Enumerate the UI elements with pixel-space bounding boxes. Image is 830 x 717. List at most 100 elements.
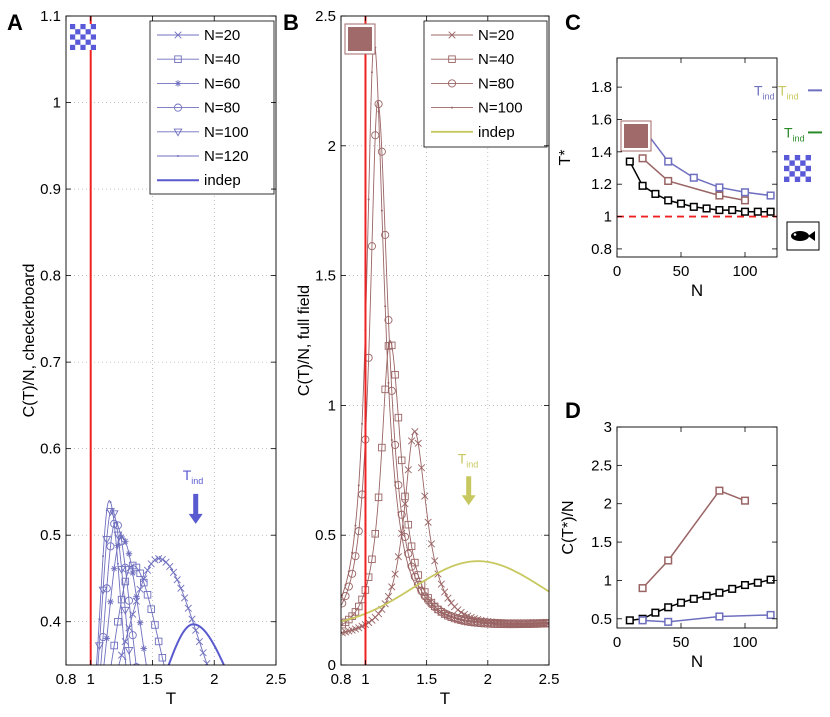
data-point — [151, 556, 159, 564]
data-point — [377, 110, 380, 113]
data-point — [397, 456, 406, 465]
x-axis-label: T — [166, 689, 176, 708]
checker-cell — [90, 34, 96, 40]
data-point — [413, 583, 416, 586]
data-point — [391, 440, 400, 449]
axes-frame — [616, 57, 778, 258]
data-point — [384, 592, 393, 601]
series-full-field — [638, 486, 750, 593]
data-point — [371, 530, 380, 538]
data-point — [118, 533, 125, 541]
data-point — [109, 501, 112, 504]
data-point — [110, 641, 118, 650]
data-point — [728, 584, 737, 593]
data-point — [431, 557, 439, 565]
data-point — [195, 637, 204, 646]
data-point — [394, 413, 403, 422]
data-point — [532, 622, 535, 625]
checker-cell — [80, 44, 86, 50]
data-point — [417, 464, 426, 472]
data-point — [427, 540, 436, 548]
data-point — [440, 612, 443, 615]
data-point — [404, 466, 412, 474]
data-point — [715, 191, 724, 200]
data-point — [124, 658, 127, 661]
data-point — [437, 610, 440, 613]
data-point — [388, 583, 396, 591]
data-point — [479, 621, 482, 624]
data-point — [99, 632, 108, 642]
data-point — [378, 443, 386, 452]
data-point — [371, 131, 380, 140]
data-point — [151, 621, 159, 629]
checker-cell — [794, 165, 801, 172]
data-point — [506, 622, 509, 625]
y-tick-label: 1.5 — [315, 268, 336, 285]
x-tick-label: 2 — [210, 671, 218, 688]
data-point — [410, 574, 413, 577]
data-point — [689, 202, 698, 211]
data-point — [454, 606, 462, 614]
legend-label: N=60 — [204, 75, 240, 92]
data-point — [354, 602, 363, 611]
y-tick-label: 0.8 — [591, 241, 612, 258]
data-point — [740, 207, 750, 216]
data-point — [188, 615, 196, 623]
data-point — [98, 618, 101, 621]
series-n-80 — [99, 519, 140, 665]
data-point — [121, 637, 129, 646]
data-point — [113, 531, 123, 540]
data-point — [625, 616, 634, 625]
x-tick-label: 50 — [673, 263, 690, 280]
series-fish — [625, 575, 775, 625]
y-tick-label: 1 — [604, 572, 612, 589]
data-point — [638, 616, 647, 625]
plot-area — [341, 41, 549, 637]
data-point — [158, 653, 167, 662]
data-point — [114, 617, 122, 626]
data-point — [522, 622, 525, 625]
y-tick-label: 0.7 — [40, 354, 61, 371]
series-n-120 — [96, 500, 127, 665]
data-point — [496, 622, 499, 625]
legend-label: indep — [478, 124, 515, 141]
x-tick-label: 1.5 — [416, 671, 437, 688]
data-point — [391, 370, 399, 379]
axes-frame — [616, 426, 778, 629]
fish-body — [791, 231, 809, 241]
data-point — [107, 665, 114, 672]
y-tick-label: 2.5 — [591, 457, 612, 474]
data-point — [542, 622, 545, 625]
data-point — [169, 568, 178, 577]
y-tick-label: 1.4 — [591, 144, 612, 161]
x-axis-label: N — [691, 652, 703, 671]
tind-label: Tind — [458, 450, 479, 469]
data-point — [117, 566, 127, 575]
legend-marker — [173, 128, 183, 137]
tind-label: Tind — [778, 82, 799, 101]
data-point — [441, 588, 449, 596]
y-axis-label: C(T*)/N — [560, 500, 577, 554]
data-point — [766, 575, 775, 584]
series-indep — [167, 623, 226, 665]
data-point — [114, 542, 122, 549]
data-point — [102, 555, 105, 558]
ticks: 0.8 1 1.5 2 2.5 0.4 0.5 0.6 0.7 0.8 0.9 1 1.1 — [40, 8, 286, 688]
data-point — [116, 562, 119, 565]
data-point — [397, 510, 406, 519]
full-field-patch — [348, 27, 372, 51]
legend-marker — [448, 31, 456, 39]
data-point — [351, 551, 354, 554]
data-point — [354, 524, 357, 527]
data-point — [486, 621, 489, 624]
checker-cell — [70, 24, 76, 30]
checker-cell — [784, 176, 790, 182]
data-point — [702, 204, 711, 213]
data-point — [536, 622, 539, 625]
data-point — [367, 198, 370, 201]
data-point — [384, 305, 387, 308]
data-point — [423, 599, 426, 602]
axes-frame — [65, 15, 277, 666]
y-axis-label: C(T)/N, full field — [296, 285, 313, 396]
